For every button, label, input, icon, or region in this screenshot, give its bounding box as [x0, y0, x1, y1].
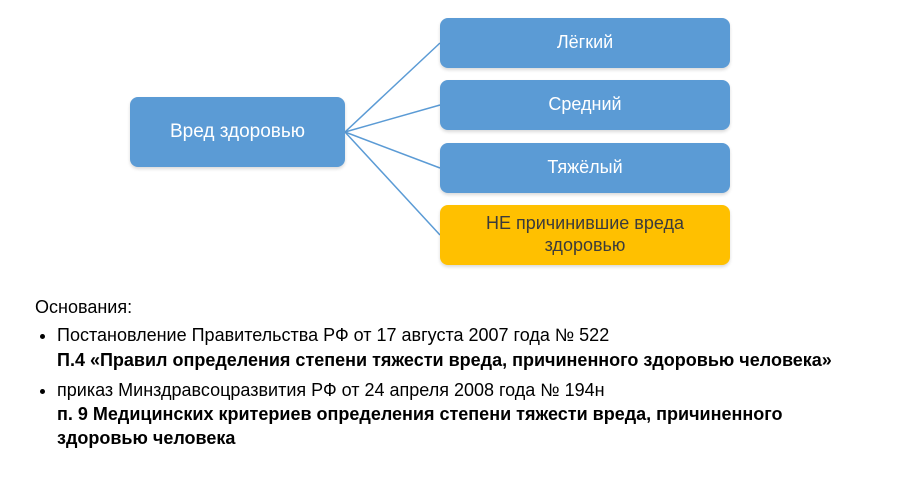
bullet-0: Постановление Правительства РФ от 17 авг… — [57, 323, 865, 372]
bullet-1: приказ Минздравсоцразвития РФ от 24 апре… — [57, 378, 865, 451]
root-label: Вред здоровью — [170, 121, 305, 144]
child-node-1: Средний — [440, 80, 730, 130]
connector-1 — [345, 105, 440, 132]
root-node: Вред здоровью — [130, 97, 345, 167]
child-node-3: НЕ причинившие вреда здоровью — [440, 205, 730, 265]
connector-3 — [345, 132, 440, 235]
bullet-0-pre: Постановление Правительства РФ от 17 авг… — [57, 325, 609, 345]
connector-2 — [345, 132, 440, 168]
child-label-3: НЕ причинившие вреда здоровью — [448, 213, 722, 256]
connector-0 — [345, 43, 440, 132]
child-label-1: Средний — [548, 94, 621, 116]
child-node-0: Лёгкий — [440, 18, 730, 68]
bullet-1-bold: п. 9 Медицинских критериев определения с… — [57, 404, 782, 448]
bullet-0-bold: П.4 «Правил определения степени тяжести … — [57, 350, 832, 370]
child-label-2: Тяжёлый — [547, 157, 622, 179]
bullet-list: Постановление Правительства РФ от 17 авг… — [35, 323, 865, 450]
bullet-1-pre: приказ Минздравсоцразвития РФ от 24 апре… — [57, 380, 605, 400]
heading: Основания: — [35, 295, 865, 319]
child-label-0: Лёгкий — [557, 32, 613, 54]
text-area: Основания: Постановление Правительства Р… — [35, 295, 865, 457]
diagram-area: Вред здоровью Лёгкий Средний Тяжёлый НЕ … — [0, 0, 900, 280]
child-node-2: Тяжёлый — [440, 143, 730, 193]
